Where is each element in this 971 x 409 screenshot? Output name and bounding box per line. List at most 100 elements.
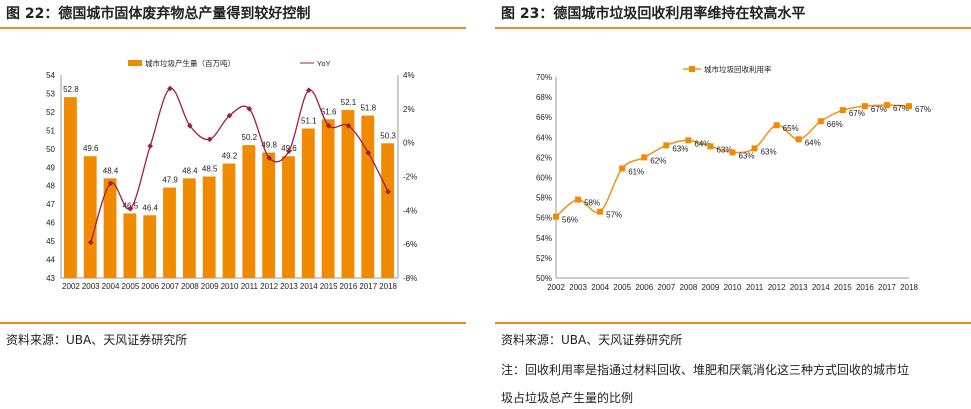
bar: [341, 110, 355, 279]
bar: [103, 178, 117, 278]
x-tick-label: 2009: [201, 282, 219, 291]
divider: [495, 27, 971, 29]
yoy-line: [90, 87, 389, 243]
bar-data-label: 47.9: [162, 176, 178, 185]
rate-point: [553, 213, 559, 220]
y-tick-label: 48: [46, 182, 55, 191]
y2-tick-label: -4%: [403, 206, 417, 215]
x-tick-label: 2008: [181, 282, 199, 291]
yoy-point: [226, 112, 233, 119]
bar: [83, 156, 97, 278]
x-tick-label: 2017: [359, 282, 377, 291]
bar: [381, 143, 394, 278]
y2-tick-label: -8%: [403, 274, 417, 283]
yoy-point: [206, 136, 213, 143]
y-tick-label: 60%: [536, 174, 552, 183]
bar-data-label: 48.4: [182, 166, 198, 175]
rate-data-label: 56%: [562, 216, 578, 225]
yoy-point: [87, 239, 94, 246]
left-figure-title: 图 22：德国城市固体废弃物总产量得到较好控制: [6, 6, 311, 22]
bar-data-label: 46.4: [142, 203, 158, 212]
rate-data-label: 67%: [849, 109, 865, 118]
y-tick-label: 62%: [536, 153, 552, 162]
rate-point: [597, 208, 604, 215]
x-tick-label: 2013: [280, 282, 298, 291]
rate-data-label: 62%: [650, 156, 666, 165]
rate-data-label: 67%: [915, 105, 931, 114]
x-tick-label: 2016: [856, 283, 874, 292]
x-tick-label: 2004: [591, 283, 609, 292]
x-tick-label: 2015: [320, 282, 338, 291]
rate-data-label: 58%: [584, 199, 600, 208]
x-tick-label: 2005: [121, 282, 139, 291]
bar: [182, 178, 196, 278]
x-tick-label: 2015: [834, 283, 852, 292]
x-tick-label: 2010: [724, 283, 742, 292]
bar-data-label: 50.3: [380, 131, 396, 140]
rate-data-label: 67%: [893, 104, 909, 113]
y-tick-label: 43: [46, 274, 55, 283]
bar: [242, 145, 256, 278]
y-tick-label: 49: [46, 163, 55, 172]
x-tick-label: 2005: [613, 283, 631, 292]
y-tick-label: 46: [46, 219, 55, 228]
y-tick-label: 50%: [536, 274, 552, 283]
bar-data-label: 46.5: [123, 201, 139, 210]
bar-data-label: 48.4: [103, 166, 119, 175]
rate-data-label: 63%: [716, 145, 732, 154]
legend-label-yoy: YoY: [317, 59, 331, 68]
rate-point: [575, 196, 582, 203]
y2-tick-label: 4%: [403, 71, 415, 80]
y2-tick-label: 2%: [403, 105, 415, 114]
x-tick-label: 2012: [768, 283, 786, 292]
x-tick-label: 2003: [82, 282, 100, 291]
y-tick-label: 56%: [536, 214, 552, 223]
rate-point: [663, 142, 670, 149]
right-source: 资料来源：UBA、天风证券研究所: [501, 333, 683, 347]
y-tick-label: 68%: [536, 93, 552, 102]
bar-data-label: 49.6: [83, 144, 99, 153]
bar: [64, 97, 77, 279]
right-note-line2: 圾占垃圾总产生量的比例: [501, 391, 634, 405]
rate-data-label: 64%: [694, 139, 710, 148]
bar: [321, 119, 335, 278]
yoy-point: [325, 122, 332, 129]
garbage-volume-chart: 43 44 45 46 47 48 49 50 51 52 53 54 -8% -6% -4% -2% 0% 2%…: [46, 58, 417, 291]
bar: [163, 187, 176, 278]
bar-data-label: 49.2: [222, 152, 238, 161]
right-note-line1: 注：回收利用率是指通过材料回收、堆肥和厌氧消化这三种方式回收的城市垃: [501, 363, 910, 377]
y-tick-label: 70%: [536, 73, 552, 82]
yoy-point: [187, 122, 193, 129]
rate-point: [619, 165, 626, 172]
left-source: 资料来源：UBA、天风证券研究所: [6, 333, 188, 347]
right-figure-title: 图 23：德国城市垃圾回收利用率维持在较高水平: [501, 6, 806, 22]
bar-data-label: 49.8: [261, 141, 277, 150]
yoy-point: [107, 180, 114, 187]
y-tick-label: 64%: [536, 133, 552, 142]
rate-point: [906, 103, 912, 110]
rate-data-label: 67%: [871, 105, 887, 114]
bar-data-label: 52.1: [341, 98, 357, 107]
yoy-point: [345, 122, 352, 129]
rate-data-label: 61%: [628, 167, 644, 176]
bar: [222, 163, 236, 278]
rate-line: [555, 104, 910, 218]
rate-point: [795, 136, 802, 143]
y-tick-label: 54: [46, 71, 55, 80]
x-tick-label: 2014: [812, 283, 830, 292]
x-tick-label: 2018: [379, 282, 397, 291]
rate-data-label: 63%: [672, 144, 688, 153]
rate-point: [839, 107, 846, 114]
y-tick-label: 53: [46, 89, 55, 98]
x-tick-label: 2006: [635, 283, 653, 292]
right-panel: 图 23：德国城市垃圾回收利用率维持在较高水平 50% 52% 54% 56% 58% 6…: [495, 0, 971, 409]
left-panel: 图 22：德国城市固体废弃物总产量得到较好控制 43 44 45 46 47 48 49 50…: [0, 0, 466, 409]
bar-data-label: 52.8: [63, 85, 79, 94]
rate-data-label: 65%: [783, 124, 799, 133]
x-tick-label: 2010: [221, 282, 239, 291]
yoy-point: [246, 106, 253, 112]
x-tick-label: 2004: [102, 282, 120, 291]
divider: [0, 322, 466, 324]
y-tick-label: 45: [46, 237, 55, 246]
x-tick-label: 2002: [62, 282, 80, 291]
